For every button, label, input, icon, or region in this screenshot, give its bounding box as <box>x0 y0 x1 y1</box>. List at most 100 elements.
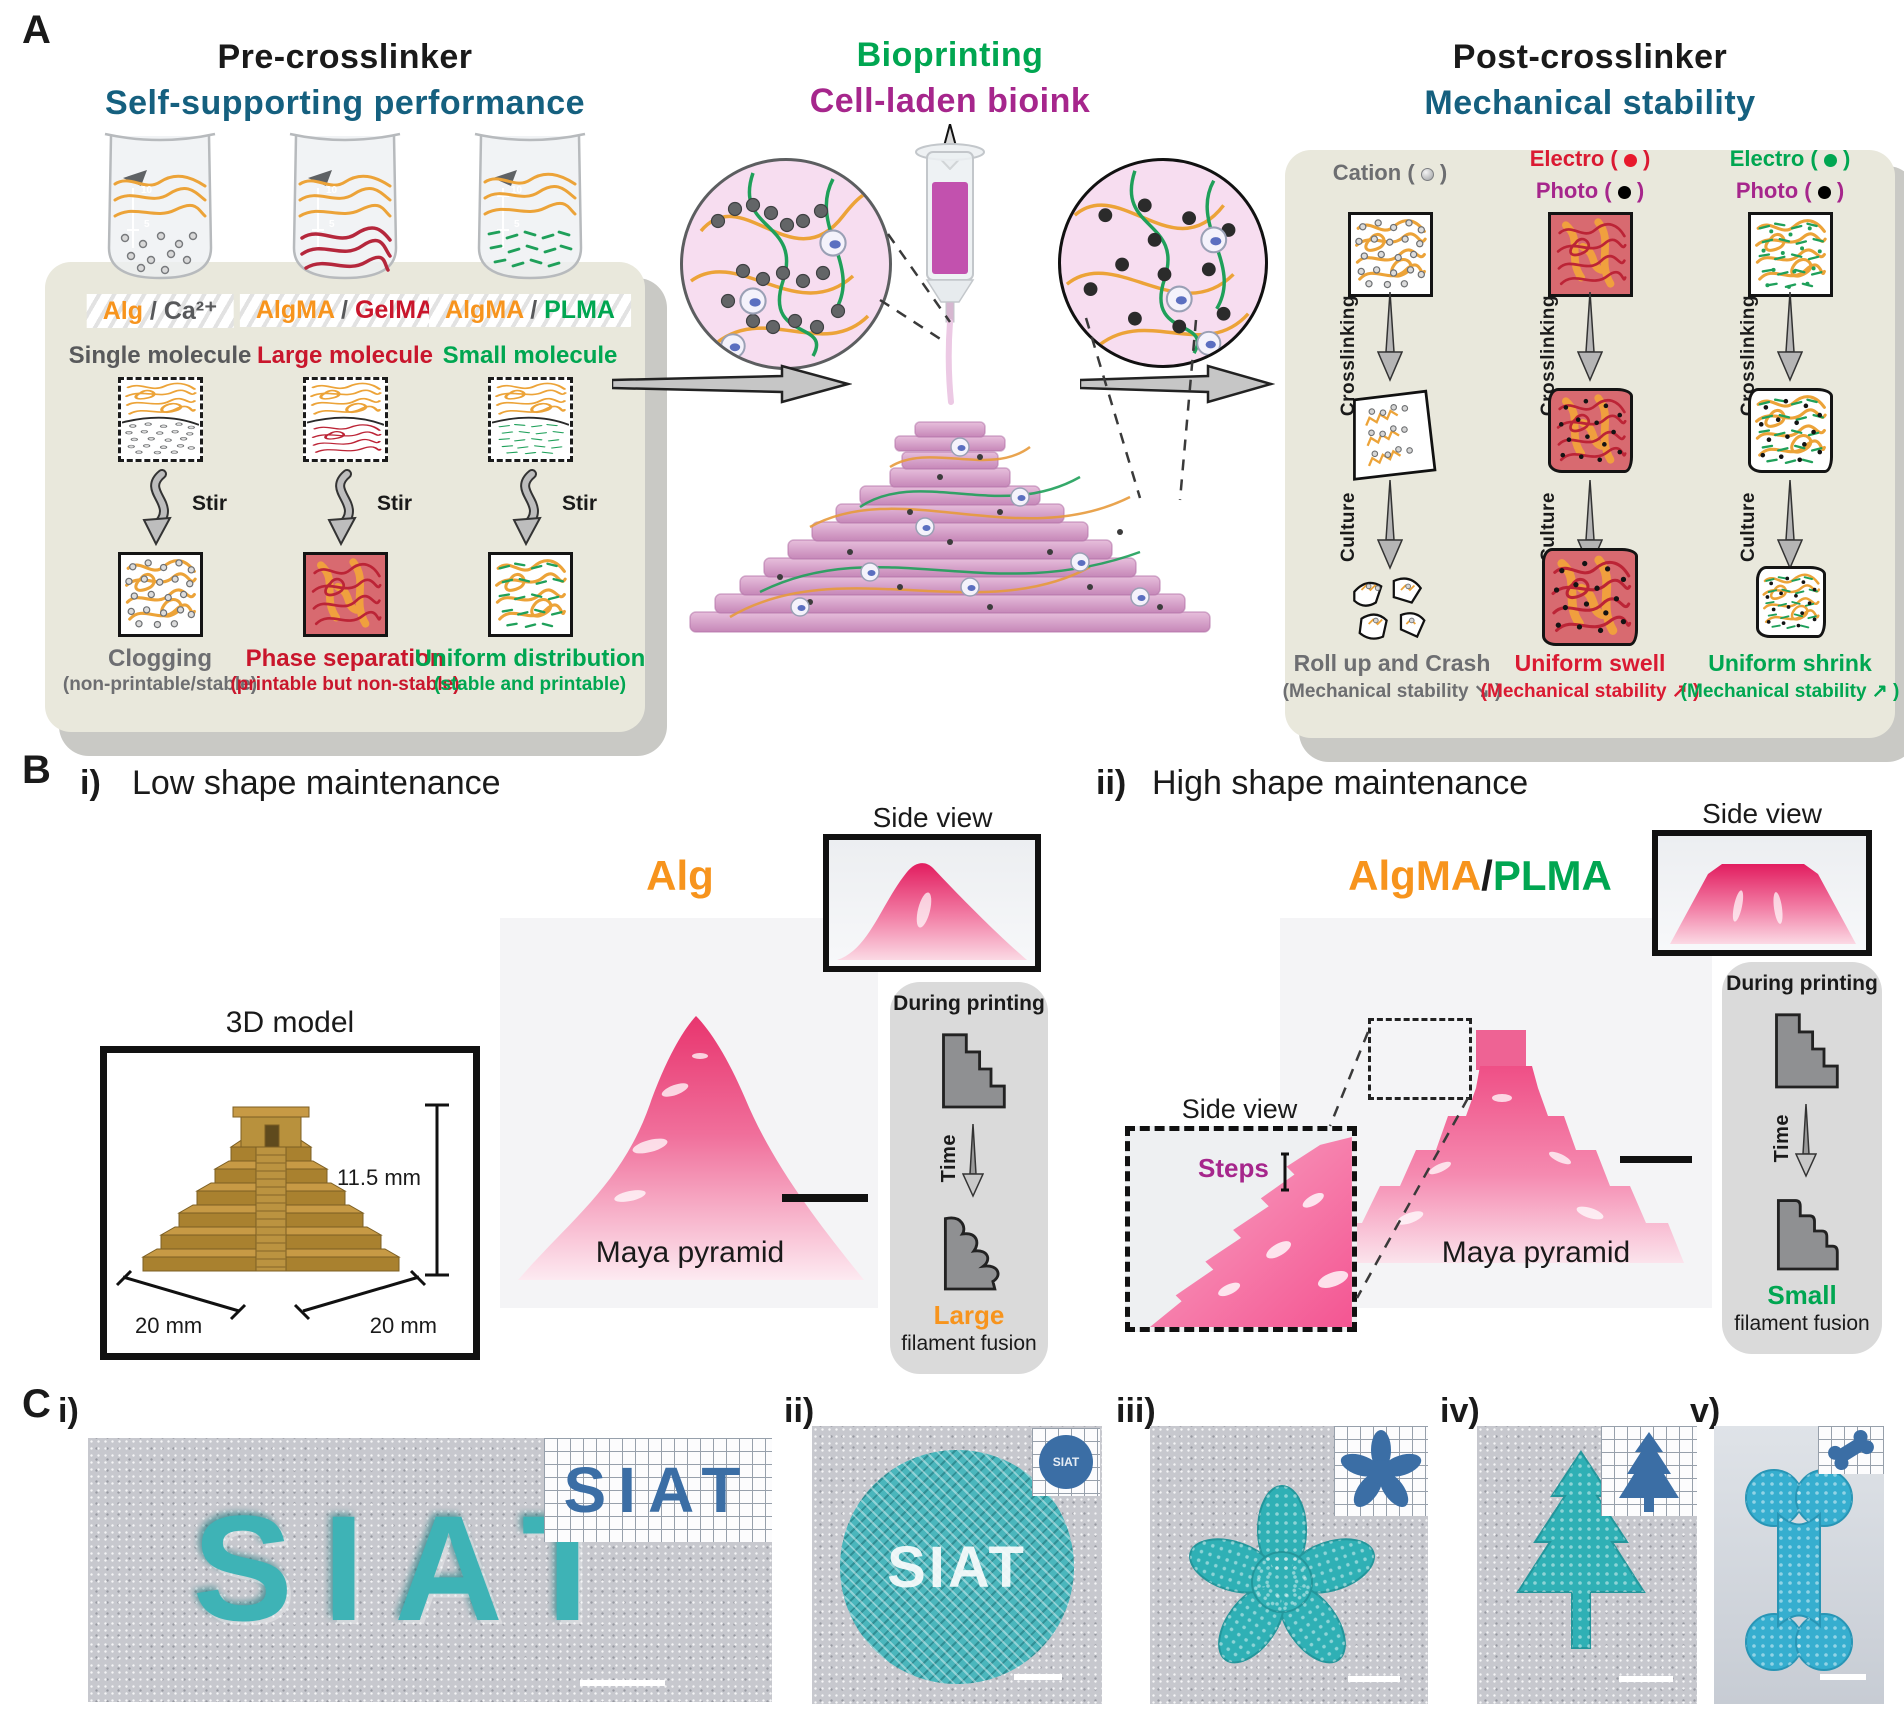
material-label-algma-plma: AlgMA / PLMA <box>429 294 631 327</box>
stirred-result-uniform <box>488 552 573 637</box>
panel-b-label: B <box>22 748 51 792</box>
culture-label: Culture <box>1738 492 1759 562</box>
panel-cv-index: v) <box>1690 1392 1721 1430</box>
side-view-caption: Side view <box>1702 798 1822 829</box>
panel-cii-index: ii) <box>784 1392 815 1430</box>
photo-maya-pyramid-alg <box>500 918 878 1308</box>
outcome-note: (Mechanical stability ↗ ) <box>1480 681 1700 702</box>
fusion-label: filament fusion <box>901 1332 1037 1355</box>
post-box-cultured-crash <box>1346 572 1438 642</box>
steps-label: Steps <box>1198 1153 1269 1183</box>
material-alg-label: Alg <box>646 852 714 899</box>
molecule-type-label: Large molecule <box>256 342 434 369</box>
dimension-height-label: 11.5 mm <box>337 1165 421 1190</box>
model-inset: SIAT <box>544 1438 772 1542</box>
bioprinting-title: Bioprinting <box>856 36 1044 74</box>
siat-letters-photo: SIAT SIAT <box>88 1438 772 1702</box>
inset-disc: SIAT <box>1039 1435 1093 1489</box>
stir-label: Stir <box>562 492 598 515</box>
outcome-label: Phase separation <box>245 645 445 672</box>
model-inset: SIAT <box>1032 1428 1100 1496</box>
scale-bar <box>1620 1156 1692 1163</box>
pre-subtitle: Self-supporting performance <box>104 84 586 122</box>
stir-label: Stir <box>377 492 413 515</box>
stairs-small-steps-icon <box>1776 1199 1839 1271</box>
beaker-alg-ca-icon <box>104 132 216 280</box>
outcome-note: (Mechanical stability ↗ ) <box>1680 681 1900 702</box>
stir-arrow-icon <box>512 469 542 547</box>
beaker-tick: 10 <box>326 185 338 196</box>
pre-mix-box-illustration <box>118 377 203 462</box>
photo-maya-pyramid-algma-plma <box>1280 918 1712 1308</box>
fusion-label: filament fusion <box>1734 1312 1870 1335</box>
post-box-crosslinked <box>1343 387 1441 485</box>
post-header-photo: Photo ( ) <box>1535 178 1645 203</box>
tree-photo <box>1477 1426 1697 1704</box>
beaker-tick: 10 <box>511 185 523 196</box>
molecule-type-label: Small molecule <box>442 342 618 369</box>
panel-bii-title: High shape maintenance <box>1152 764 1529 802</box>
flow-arrow-left-icon <box>612 364 852 404</box>
side-view-inset <box>823 834 1041 972</box>
time-arrow-icon <box>962 1124 984 1198</box>
bioprinter-syringe-icon <box>915 143 985 405</box>
printed-tree-icon <box>1516 1450 1646 1649</box>
panel-ci-index: i) <box>58 1392 79 1430</box>
post-header-cation: Cation ( ) <box>1332 160 1448 185</box>
pre-mix-box-illustration <box>303 377 388 462</box>
electro-green-dot-icon <box>1823 154 1837 167</box>
dimension-left-label: 20 mm <box>135 1313 203 1338</box>
crosslinking-arrow-icon <box>1377 292 1403 382</box>
fusion-size-label: Small <box>1767 1280 1837 1310</box>
molecule-type-label: Single molecule <box>68 342 252 369</box>
stirred-result-clogging <box>118 552 203 637</box>
culture-label: Culture <box>1338 492 1359 562</box>
flower-photo <box>1150 1426 1428 1704</box>
beaker-algma-plma-icon <box>474 132 586 280</box>
model-inset <box>1818 1426 1884 1474</box>
zoom-region-marker <box>1368 1018 1472 1100</box>
stirred-result-phase-separation <box>303 552 388 637</box>
stir-label: Stir <box>192 492 228 515</box>
pre-mix-box-illustration <box>488 377 573 462</box>
outcome-note: (Mechanical stability ↘ ) <box>1282 681 1502 702</box>
beaker-tick: 5 <box>144 219 150 230</box>
panel-civ-index: iv) <box>1440 1392 1480 1430</box>
pre-title: Pre-crosslinker <box>217 38 473 76</box>
photo-caption: Maya pyramid <box>1441 1236 1631 1269</box>
panel-bii-index: ii) <box>1096 764 1127 802</box>
outcome-label: Uniform shrink <box>1708 650 1872 676</box>
time-arrow-icon <box>1795 1104 1817 1178</box>
post-header-electro-red: Electro ( ) <box>1529 146 1651 171</box>
model-inset <box>1334 1426 1428 1516</box>
outcome-note: (non-printable/stable) <box>62 674 258 695</box>
gold-pyramid-model-icon <box>115 1103 449 1321</box>
scale-bar <box>1348 1676 1400 1682</box>
material-label-alg-ca: Alg / Ca²⁺ <box>86 294 234 328</box>
panel-c-label: C <box>22 1382 51 1426</box>
side-view-inset <box>1652 830 1872 956</box>
cation-dot-icon <box>1420 168 1434 181</box>
stairs-sharp-icon <box>1775 1013 1839 1089</box>
zoom-inset-caption: Side view <box>1181 1094 1298 1124</box>
scale-bar <box>1619 1676 1673 1682</box>
photo-dot-icon <box>1617 186 1631 199</box>
post-box-initial <box>1548 212 1633 297</box>
crosslinking-arrow-icon <box>1577 292 1603 382</box>
model-inset <box>1601 1426 1697 1516</box>
post-box-crosslinked <box>1748 388 1833 473</box>
outcome-label: Uniform swell <box>1514 650 1666 676</box>
post-box-cultured-swell <box>1542 548 1638 646</box>
inset-flower-icon <box>1340 1430 1422 1508</box>
stir-arrow-icon <box>142 469 172 547</box>
panel-ciii-index: iii) <box>1116 1392 1156 1430</box>
culture-arrow-icon <box>1777 480 1803 570</box>
panel-a-label: A <box>22 8 51 52</box>
time-label: Time <box>938 1134 960 1183</box>
siat-disc-photo: SIAT SIAT <box>812 1426 1102 1704</box>
printed-siat-text: SIAT <box>887 1534 1027 1600</box>
post-header-electro-green: Electro ( ) <box>1729 146 1851 171</box>
bioink-network-inset-left <box>680 158 892 370</box>
steps-bracket-icon <box>1281 1152 1289 1192</box>
